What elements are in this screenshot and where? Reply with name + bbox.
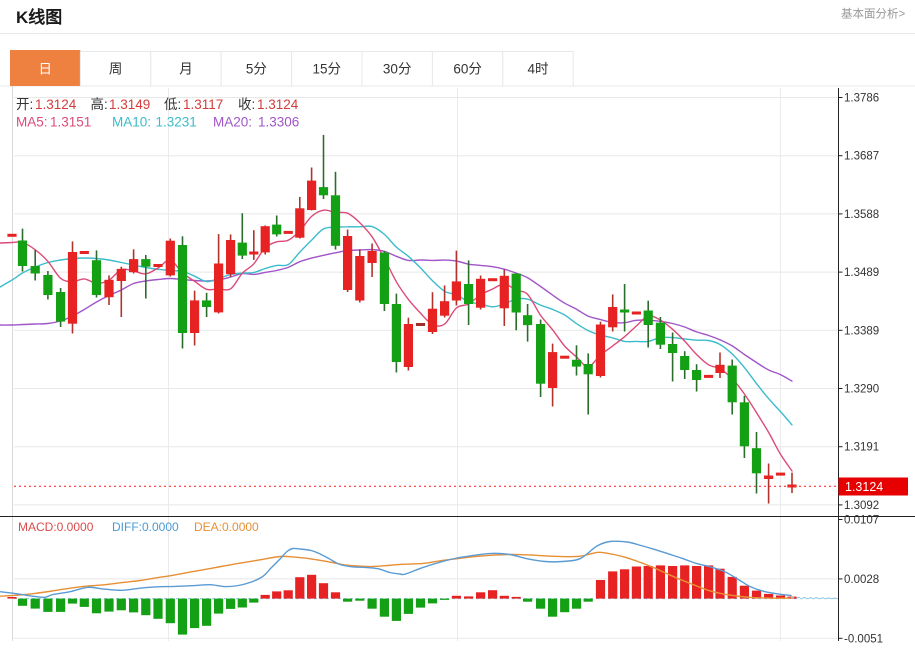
svg-text:1.3389: 1.3389 [844, 325, 879, 337]
svg-text:1.3231: 1.3231 [156, 115, 197, 130]
svg-text:60分: 60分 [453, 62, 482, 77]
svg-text:1.3124: 1.3124 [845, 480, 883, 494]
svg-text:低:: 低: [164, 97, 181, 112]
svg-text:-0.0051: -0.0051 [844, 633, 883, 644]
svg-text:1.3191: 1.3191 [844, 442, 879, 454]
svg-text:基本面分析>: 基本面分析> [841, 7, 905, 21]
svg-text:1.3092: 1.3092 [844, 500, 879, 512]
svg-text:1.3687: 1.3687 [844, 151, 879, 163]
svg-text:周: 周 [109, 62, 123, 77]
svg-text:收:: 收: [238, 97, 255, 112]
svg-text:DEA:0.0000: DEA:0.0000 [194, 520, 259, 534]
svg-text:1.3290: 1.3290 [844, 384, 879, 396]
svg-text:1.3117: 1.3117 [183, 97, 223, 112]
svg-text:月: 月 [179, 62, 193, 77]
svg-text:DIFF:0.0000: DIFF:0.0000 [112, 520, 179, 534]
svg-text:K线图: K线图 [16, 7, 62, 27]
svg-text:1.3588: 1.3588 [844, 209, 879, 221]
svg-text:15分: 15分 [313, 62, 342, 77]
svg-text:1.3489: 1.3489 [844, 267, 879, 279]
svg-text:MA20:: MA20: [213, 115, 252, 130]
svg-text:0.0028: 0.0028 [844, 574, 879, 586]
svg-text:1.3124: 1.3124 [257, 97, 299, 112]
svg-text:MACD:0.0000: MACD:0.0000 [18, 520, 94, 534]
svg-text:4时: 4时 [527, 62, 548, 77]
svg-text:0.0107: 0.0107 [844, 515, 879, 527]
svg-text:5分: 5分 [246, 62, 267, 77]
svg-text:1.3306: 1.3306 [258, 115, 299, 130]
svg-text:1.3786: 1.3786 [844, 93, 879, 105]
svg-text:高:: 高: [91, 96, 108, 112]
svg-text:日: 日 [38, 62, 52, 77]
svg-text:MA5:: MA5: [16, 115, 48, 130]
svg-text:1.3149: 1.3149 [109, 97, 150, 112]
svg-text:30分: 30分 [383, 62, 412, 77]
svg-text:1.3124: 1.3124 [35, 97, 77, 112]
svg-text:MA10:: MA10: [112, 115, 151, 130]
svg-text:开:: 开: [16, 97, 33, 112]
svg-text:1.3151: 1.3151 [50, 115, 91, 130]
